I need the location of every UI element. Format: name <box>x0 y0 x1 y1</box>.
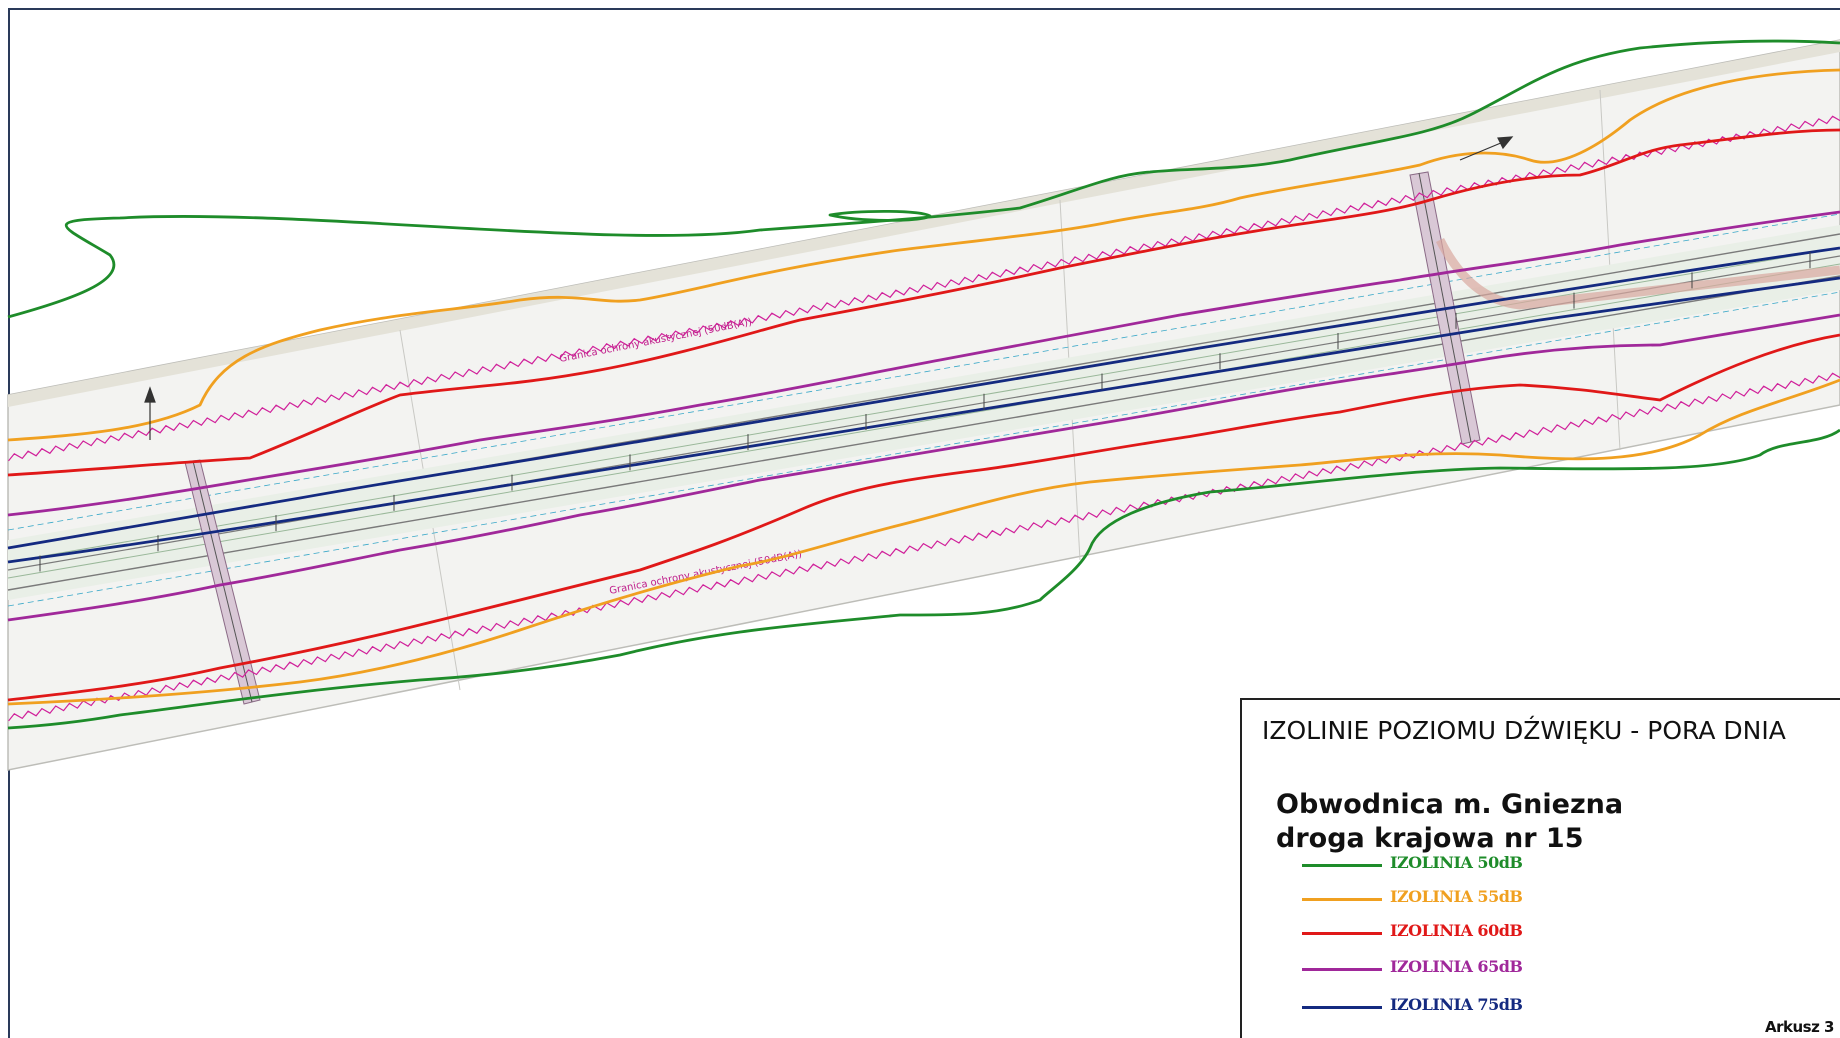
chainage-ticks <box>39 252 1811 572</box>
legend-swatch <box>1302 968 1382 971</box>
isoline-55db <box>7 68 1840 706</box>
legend-swatch <box>1302 898 1382 901</box>
legend-label: IZOLINIA 75dB <box>1390 995 1523 1014</box>
legend-swatch <box>1302 932 1382 935</box>
legend-label: IZOLINIA 60dB <box>1390 921 1523 940</box>
acoustic-boundaries <box>8 115 1840 722</box>
road-name-line2: droga krajowa nr 15 <box>1276 823 1584 854</box>
legend: IZOLINIE POZIOMU DŹWIĘKU - PORA DNIA Obw… <box>1240 698 1840 1038</box>
legend-label: IZOLINIA 50dB <box>1390 853 1523 872</box>
legend-swatch <box>1302 864 1382 867</box>
legend-title: IZOLINIE POZIOMU DŹWIĘKU - PORA DNIA <box>1262 716 1786 745</box>
direction-arrow-icon <box>1459 136 1514 161</box>
legend-swatch <box>1302 1006 1382 1009</box>
road-name-line1: Obwodnica m. Gniezna <box>1276 789 1624 820</box>
road-name: Obwodnica m. Gniezna droga krajowa nr 15 <box>1276 788 1623 856</box>
isoline-50db <box>7 39 1840 730</box>
legend-label: IZOLINIA 55dB <box>1390 887 1523 906</box>
plan-corridor-edge <box>8 40 1840 407</box>
noise-isolines <box>7 39 1840 730</box>
legend-label: IZOLINIA 65dB <box>1390 957 1523 976</box>
isoline-75db <box>7 246 1840 564</box>
isoline-50db-island <box>828 209 932 222</box>
north-arrow-icon <box>144 386 156 440</box>
isoline-60db <box>7 128 1840 702</box>
isoline-65db <box>7 210 1840 622</box>
sheet-label: Arkusz 3 <box>1765 1018 1834 1036</box>
